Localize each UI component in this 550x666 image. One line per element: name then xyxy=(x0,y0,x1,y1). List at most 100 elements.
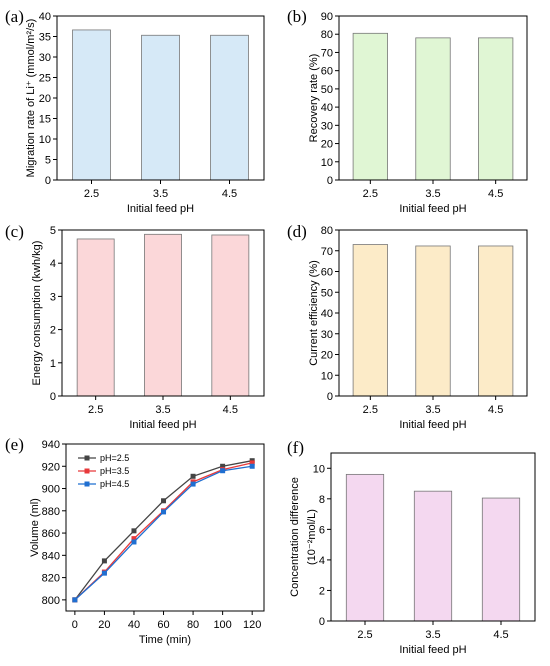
x-tick-label: 2.5 xyxy=(84,188,99,200)
data-point xyxy=(161,498,167,504)
x-axis-title: Initial feed pH xyxy=(127,203,194,215)
plot-frame xyxy=(338,15,528,181)
y-tick-label: 60 xyxy=(321,66,333,78)
legend-item: pH=3.5 xyxy=(78,466,129,476)
y-axis-title: Recovery rate (%) xyxy=(308,54,320,143)
x-tick-label: 3.5 xyxy=(155,404,170,416)
x-tick-label: 4.5 xyxy=(488,188,503,200)
x-axis-title: Initial feed pH xyxy=(399,644,466,656)
legend-label: pH=4.5 xyxy=(100,479,129,489)
legend-marker xyxy=(84,481,90,487)
data-point xyxy=(131,539,137,545)
x-tick-label: 4.5 xyxy=(223,404,238,416)
y-tick-label: 2 xyxy=(50,325,56,337)
y-tick-label: 5 xyxy=(50,225,56,237)
x-tick-label: 2.5 xyxy=(363,404,378,416)
bar xyxy=(144,233,182,397)
bar xyxy=(72,29,111,181)
bar xyxy=(478,245,514,397)
x-axis-title: Time (min) xyxy=(139,634,191,646)
legend-label: pH=2.5 xyxy=(100,453,129,463)
bar xyxy=(481,497,521,622)
bar xyxy=(210,34,249,181)
y-axis-title: Concentration difference xyxy=(289,477,301,597)
y-tick-label: 920 xyxy=(42,461,60,473)
y-tick-label: 40 xyxy=(39,11,51,23)
y-tick-label: 940 xyxy=(42,439,60,451)
data-point xyxy=(220,468,226,474)
x-tick-label: 40 xyxy=(128,619,140,631)
y-tick-label: 30 xyxy=(321,120,333,132)
x-tick-label: 2.5 xyxy=(357,629,372,641)
y-tick-label: 3 xyxy=(50,291,56,303)
data-point xyxy=(131,528,137,534)
panel-c: (c) 0 1 2 3 4 5 2.5 3.5 4.5 Initial feed pH Energy … xyxy=(5,222,265,431)
legend-item: pH=4.5 xyxy=(78,479,129,489)
legend-marker xyxy=(84,468,90,474)
panel-label: (a) xyxy=(5,7,24,26)
bar xyxy=(478,37,514,181)
y-tick-label: 15 xyxy=(39,114,51,126)
x-tick-label: 100 xyxy=(213,619,231,631)
data-point xyxy=(220,463,226,469)
y-tick-label: 10 xyxy=(321,157,333,169)
plot-frame xyxy=(56,15,265,181)
y-tick-label: 60 xyxy=(321,267,333,279)
y-tick-label: 90 xyxy=(321,11,333,23)
data-point xyxy=(161,509,167,515)
y-tick-label: 10 xyxy=(321,370,333,382)
y-tick-label: 0 xyxy=(45,175,51,187)
bar xyxy=(352,32,388,181)
data-point xyxy=(72,597,78,603)
panel-label: (c) xyxy=(5,222,24,241)
y-tick-label: 4 xyxy=(319,555,325,567)
x-tick-label: 0 xyxy=(72,619,78,631)
y-tick-label: 30 xyxy=(321,329,333,341)
plot-frame xyxy=(338,229,528,397)
panel-label: (d) xyxy=(287,222,307,241)
x-tick-label: 2.5 xyxy=(88,404,103,416)
y-tick-label: 10 xyxy=(39,134,51,146)
panel-d: (d) 0 10 20 30 40 50 60 70 80 2.5 3.5 4.5 Initial fee… xyxy=(287,222,528,431)
y-tick-label: 50 xyxy=(321,84,333,96)
panel-label: (b) xyxy=(287,7,307,26)
bar xyxy=(76,238,115,397)
y-tick-label: 6 xyxy=(319,524,325,536)
y-tick-label: 40 xyxy=(321,102,333,114)
bar xyxy=(345,473,385,622)
data-point xyxy=(249,460,255,466)
x-tick-label: 3.5 xyxy=(153,188,168,200)
data-point xyxy=(101,570,107,576)
y-tick-label: 8 xyxy=(319,494,325,506)
legend-item: pH=2.5 xyxy=(78,453,129,463)
y-axis-title-line2: (10⁻²mol/L) xyxy=(306,509,318,565)
bar xyxy=(211,234,250,397)
panel-label: (e) xyxy=(5,435,24,454)
x-tick-label: 80 xyxy=(187,619,199,631)
data-point xyxy=(101,558,107,564)
x-tick-label: 60 xyxy=(157,619,169,631)
x-tick-label: 4.5 xyxy=(222,188,237,200)
data-point xyxy=(190,481,196,487)
y-tick-label: 40 xyxy=(321,308,333,320)
y-tick-label: 10 xyxy=(313,463,325,475)
y-tick-label: 35 xyxy=(39,32,51,44)
y-axis-title: Current efficiency (%) xyxy=(308,260,320,366)
y-tick-label: 25 xyxy=(39,73,51,85)
y-tick-label: 70 xyxy=(321,246,333,258)
y-tick-label: 820 xyxy=(42,573,60,585)
y-axis-title: Volume (ml) xyxy=(29,498,41,557)
panel-a: (a) 0 5 10 15 20 25 30 35 40 2.5 3.5 4.5 Initial feed… xyxy=(5,7,265,215)
legend-label: pH=3.5 xyxy=(100,466,129,476)
data-point xyxy=(131,536,137,542)
x-axis-title: Initial feed pH xyxy=(399,419,466,431)
x-tick-label: 3.5 xyxy=(425,629,440,641)
y-tick-label: 80 xyxy=(321,29,333,41)
data-point xyxy=(190,473,196,479)
y-tick-label: 50 xyxy=(321,287,333,299)
data-point xyxy=(249,463,255,469)
x-tick-label: 2.5 xyxy=(363,188,378,200)
y-tick-label: 80 xyxy=(321,225,333,237)
x-axis-title: Initial feed pH xyxy=(129,419,196,431)
x-tick-label: 4.5 xyxy=(493,629,508,641)
